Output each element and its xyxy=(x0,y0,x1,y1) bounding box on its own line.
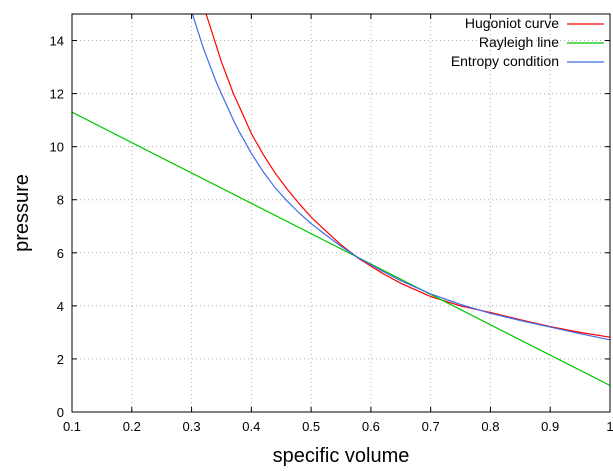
series-entropy-condition xyxy=(191,14,610,341)
legend-label-hugoniot: Hugoniot curve xyxy=(465,15,559,31)
series-rayleigh-line xyxy=(72,111,610,387)
grid xyxy=(72,14,610,412)
legend: Hugoniot curve Rayleigh line Entropy con… xyxy=(451,15,604,69)
y-tick-label: 10 xyxy=(50,140,64,155)
x-tick-label: 1 xyxy=(606,419,613,434)
y-tick-label: 6 xyxy=(57,246,64,261)
y-tick-label: 14 xyxy=(50,34,64,49)
y-tick-label: 0 xyxy=(57,405,64,420)
x-tick-label: 0.4 xyxy=(242,419,260,434)
x-tick-label: 0.7 xyxy=(422,419,440,434)
x-tick-label: 0.9 xyxy=(541,419,559,434)
plot-frame xyxy=(71,13,611,413)
y-tick-label: 2 xyxy=(57,352,64,367)
x-axis-label: specific volume xyxy=(273,445,410,467)
legend-label-rayleigh: Rayleigh line xyxy=(479,34,559,50)
y-axis-label: pressure xyxy=(11,174,33,252)
y-tick-label: 8 xyxy=(57,193,64,208)
legend-label-entropy: Entropy condition xyxy=(451,53,559,69)
y-tick-label: 4 xyxy=(57,299,64,314)
x-tick-label: 0.6 xyxy=(362,419,380,434)
x-tick-label: 0.5 xyxy=(302,419,320,434)
plot-area xyxy=(72,14,610,387)
x-tick-label: 0.2 xyxy=(123,419,141,434)
x-tick-label: 0.3 xyxy=(183,419,201,434)
x-tick-label: 0.1 xyxy=(63,419,81,434)
y-tick-label: 12 xyxy=(50,87,64,102)
x-tick-label: 0.8 xyxy=(481,419,499,434)
